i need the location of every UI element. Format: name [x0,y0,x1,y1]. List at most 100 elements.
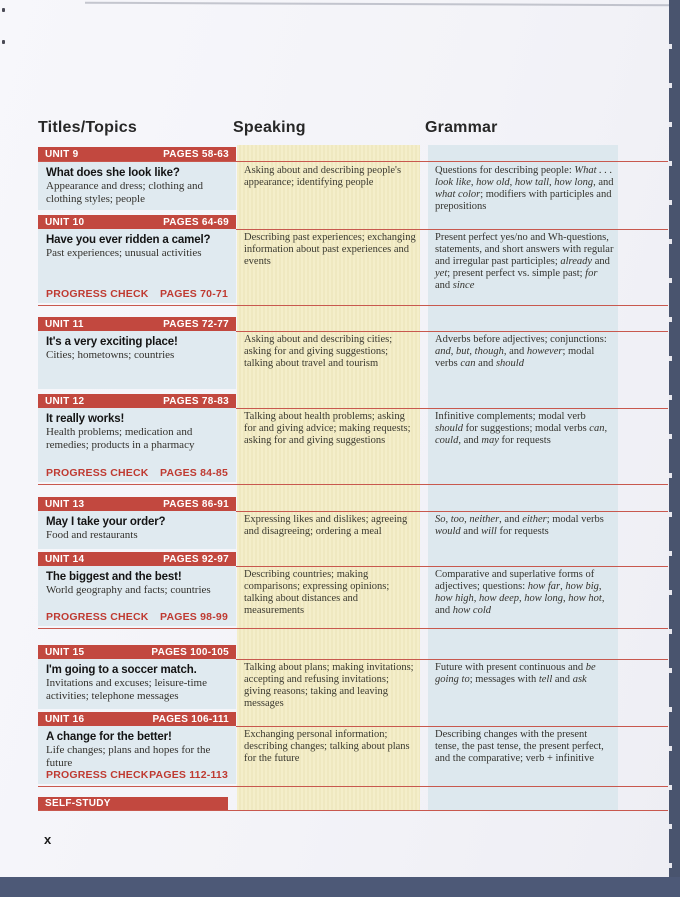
unit-label: UNIT 13 [45,498,85,510]
section-rule [38,331,668,332]
progress-check-label: PROGRESS CHECK [46,467,149,479]
titles-topics-cell: May I take your order? Food and restaura… [38,511,236,549]
progress-check-pages: PAGES 98-99 [160,611,228,623]
section-rule [38,659,668,660]
progress-check-rule [38,484,668,485]
progress-check-rule [38,305,668,306]
progress-check-label: PROGRESS CHECK [46,769,149,781]
titles-topics-cell: It's a very exciting place! Cities; home… [38,331,236,389]
titles-topics-cell: A change for the better! Life changes; p… [38,726,236,784]
unit-topics: Food and restaurants [46,529,138,541]
grammar-cell: Questions for describing people: What . … [435,165,614,212]
unit-label: UNIT 9 [45,148,79,160]
speaking-cell: Asking about and describing cities; aski… [244,334,393,369]
page-edge-right [669,0,680,887]
unit-pages: PAGES 72-77 [163,318,229,330]
unit-title: It really works! [46,413,125,425]
section-rule [38,810,668,811]
progress-check-rule [38,628,668,629]
speaking-cell: Talking about plans; making invitations;… [244,662,414,709]
column-header-grammar: Grammar [425,119,498,136]
speaking-cell: Talking about health problems; asking fo… [244,411,411,446]
grammar-cell: Present perfect yes/no and Wh-questions,… [435,232,614,291]
progress-check-label: PROGRESS CHECK [46,288,149,300]
speaking-cell: Expressing likes and dislikes; agreeing … [244,514,408,537]
unit-title: What does she look like? [46,167,180,179]
scan-speck [2,40,5,44]
unit-header-bar: UNIT 9 PAGES 58-63 [38,147,236,161]
titles-topics-cell: The biggest and the best! World geograph… [38,566,236,626]
progress-check-pages: PAGES 112-113 [149,769,228,781]
unit-title: A change for the better! [46,731,172,743]
grammar-cell: Comparative and superlative forms of adj… [435,569,605,616]
unit-topics: World geography and facts; countries [46,584,211,596]
unit-pages: PAGES 64-69 [163,216,229,228]
self-study-label: SELF-STUDY [45,798,111,809]
section-rule [38,229,668,230]
unit-title: I'm going to a soccer match. [46,664,197,676]
unit-pages: PAGES 100-105 [151,646,229,658]
unit-topics: Invitations and excuses; leisure-time ac… [46,677,207,702]
grammar-column-band [428,145,618,811]
progress-check-row: PROGRESS CHECK PAGES 112-113 [46,769,228,781]
progress-check-rule [38,786,668,787]
unit-header-bar: UNIT 16 PAGES 106-111 [38,712,236,726]
unit-pages: PAGES 78-83 [163,395,229,407]
section-rule [38,511,668,512]
progress-check-pages: PAGES 70-71 [160,288,228,300]
unit-header-bar: UNIT 12 PAGES 78-83 [38,394,236,408]
section-rule [38,566,668,567]
unit-pages: PAGES 86-91 [163,498,229,510]
grammar-cell: So, too, neither, and either; modal verb… [435,514,604,537]
column-header-speaking: Speaking [233,119,306,136]
column-header-titles-topics: Titles/Topics [38,119,137,136]
self-study-bar: SELF-STUDY [38,797,228,810]
speaking-cell: Describing countries; making comparisons… [244,569,390,616]
scan-speck [2,8,5,12]
unit-header-bar: UNIT 13 PAGES 86-91 [38,497,236,511]
unit-label: UNIT 10 [45,216,85,228]
speaking-cell: Describing past experiences; exchanging … [244,232,416,267]
speaking-cell: Exchanging personal information; describ… [244,729,410,764]
unit-label: UNIT 16 [45,713,85,725]
unit-header-bar: UNIT 15 PAGES 100-105 [38,645,236,659]
unit-topics: Cities; hometowns; countries [46,349,175,361]
section-rule [38,408,668,409]
scan-bottom-bar [0,877,680,897]
unit-label: UNIT 12 [45,395,85,407]
progress-check-pages: PAGES 84-85 [160,467,228,479]
section-rule [38,726,668,727]
titles-topics-cell: I'm going to a soccer match. Invitations… [38,659,236,709]
speaking-column-band [237,145,420,811]
progress-check-row: PROGRESS CHECK PAGES 98-99 [46,611,228,623]
page-number: x [44,832,52,847]
unit-topics: Past experiences; unusual activities [46,247,202,259]
speaking-cell: Asking about and describing people's app… [244,165,402,188]
grammar-cell: Describing changes with the present tens… [435,729,604,764]
scan-artifact-top-line [84,1,680,7]
progress-check-row: PROGRESS CHECK PAGES 84-85 [46,467,228,479]
unit-label: UNIT 14 [45,553,85,565]
unit-header-bar: UNIT 10 PAGES 64-69 [38,215,236,229]
unit-title: May I take your order? [46,516,166,528]
progress-check-row: PROGRESS CHECK PAGES 70-71 [46,288,228,300]
grammar-cell: Future with present continuous and be go… [435,662,596,685]
unit-pages: PAGES 106-111 [152,713,229,725]
titles-topics-cell: It really works! Health problems; medica… [38,408,236,482]
unit-label: UNIT 15 [45,646,85,658]
unit-title: Have you ever ridden a camel? [46,234,211,246]
unit-title: The biggest and the best! [46,571,182,583]
unit-topics: Appearance and dress; clothing and cloth… [46,180,203,205]
unit-label: UNIT 11 [45,318,84,330]
unit-topics: Life changes; plans and hopes for the fu… [46,744,211,769]
progress-check-label: PROGRESS CHECK [46,611,149,623]
grammar-cell: Adverbs before adjectives; conjunctions:… [435,334,607,369]
unit-header-bar: UNIT 14 PAGES 92-97 [38,552,236,566]
unit-title: It's a very exciting place! [46,336,178,348]
grammar-cell: Infinitive complements; modal verb shoul… [435,411,608,446]
titles-topics-cell: Have you ever ridden a camel? Past exper… [38,229,236,303]
unit-pages: PAGES 58-63 [163,148,229,160]
section-rule [38,161,668,162]
titles-topics-cell: What does she look like? Appearance and … [38,162,236,210]
